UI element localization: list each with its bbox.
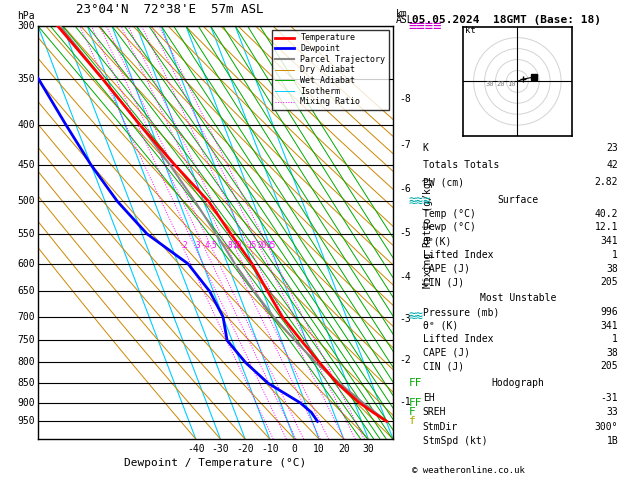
Text: 1B: 1B [606,436,618,446]
Text: 23°04'N  72°38'E  57m ASL: 23°04'N 72°38'E 57m ASL [75,3,264,16]
Text: -6: -6 [399,184,411,194]
Text: Surface: Surface [498,195,539,205]
Text: Lifted Index: Lifted Index [423,334,493,344]
Text: 650: 650 [17,286,35,296]
Text: 4: 4 [204,241,209,250]
Text: 1: 1 [613,250,618,260]
Text: 8: 8 [227,241,231,250]
Text: Dewpoint / Temperature (°C): Dewpoint / Temperature (°C) [125,458,306,469]
Text: 23: 23 [606,143,618,154]
Text: Dewp (°C): Dewp (°C) [423,222,476,232]
Text: Temp (°C): Temp (°C) [423,208,476,219]
Text: 33: 33 [606,407,618,417]
Text: hPa: hPa [17,11,35,21]
Text: km: km [396,9,408,18]
Text: 500: 500 [17,196,35,206]
Text: CAPE (J): CAPE (J) [423,263,470,274]
Text: f: f [409,417,416,426]
Text: PW (cm): PW (cm) [423,177,464,188]
Text: -4: -4 [399,272,411,282]
Text: 30: 30 [362,444,374,454]
Text: ASL: ASL [396,15,414,25]
Text: EH: EH [423,393,435,403]
Text: 996: 996 [601,307,618,317]
Text: 15: 15 [247,241,256,250]
Text: FF: FF [409,378,422,388]
Text: 205: 205 [601,278,618,287]
Text: 10: 10 [508,81,516,87]
Text: Pressure (mb): Pressure (mb) [423,307,499,317]
Text: Totals Totals: Totals Totals [423,160,499,171]
Text: © weatheronline.co.uk: © weatheronline.co.uk [412,466,525,475]
Text: 30: 30 [486,81,494,87]
Text: 2: 2 [183,241,187,250]
Legend: Temperature, Dewpoint, Parcel Trajectory, Dry Adiabat, Wet Adiabat, Isotherm, Mi: Temperature, Dewpoint, Parcel Trajectory… [272,30,389,110]
Text: 341: 341 [601,321,618,330]
Text: 3: 3 [195,241,200,250]
Text: CIN (J): CIN (J) [423,362,464,371]
Text: 341: 341 [601,236,618,246]
Text: 300: 300 [17,21,35,31]
Text: CAPE (J): CAPE (J) [423,348,470,358]
Text: ≋≋≋: ≋≋≋ [409,195,431,208]
Text: ≡≡≡≡: ≡≡≡≡ [409,19,442,33]
Text: Most Unstable: Most Unstable [480,294,557,303]
Text: 800: 800 [17,358,35,367]
Text: 42: 42 [606,160,618,171]
Text: -31: -31 [601,393,618,403]
Text: 20: 20 [338,444,350,454]
Text: -1: -1 [399,397,411,407]
Text: 1: 1 [613,334,618,344]
Text: 2.82: 2.82 [594,177,618,188]
Text: StmSpd (kt): StmSpd (kt) [423,436,487,446]
Text: FF: FF [409,398,422,408]
Text: 25: 25 [266,241,276,250]
Text: Lifted Index: Lifted Index [423,250,493,260]
Text: -30: -30 [211,444,229,454]
Text: 550: 550 [17,229,35,239]
Text: 05.05.2024  18GMT (Base: 18): 05.05.2024 18GMT (Base: 18) [412,15,601,25]
Text: kt: kt [465,26,476,35]
Text: -2: -2 [399,355,411,365]
Text: SREH: SREH [423,407,446,417]
Text: 0: 0 [291,444,298,454]
Text: 400: 400 [17,120,35,130]
Text: 350: 350 [17,74,35,84]
Text: -8: -8 [399,94,411,104]
Text: K: K [423,143,428,154]
Text: -3: -3 [399,314,411,324]
Text: -7: -7 [399,139,411,150]
Text: 40.2: 40.2 [594,208,618,219]
Text: -20: -20 [237,444,254,454]
Text: 950: 950 [17,417,35,426]
Text: -5: -5 [399,228,411,238]
Text: 450: 450 [17,160,35,170]
Text: 20: 20 [258,241,267,250]
Text: F: F [409,407,416,417]
Text: 38: 38 [606,348,618,358]
Text: CIN (J): CIN (J) [423,278,464,287]
Text: 20: 20 [496,81,505,87]
Text: 10: 10 [313,444,325,454]
Text: 700: 700 [17,312,35,322]
Text: 12.1: 12.1 [594,222,618,232]
Text: 750: 750 [17,335,35,346]
Text: Mixing Ratio (g/kg): Mixing Ratio (g/kg) [423,177,433,288]
Text: 38: 38 [606,263,618,274]
Text: 900: 900 [17,398,35,408]
Text: θᵉ (K): θᵉ (K) [423,321,458,330]
Text: 850: 850 [17,378,35,388]
Text: 600: 600 [17,259,35,269]
Text: -10: -10 [261,444,279,454]
Text: 300°: 300° [594,421,618,432]
Text: Hodograph: Hodograph [492,379,545,388]
Text: 10: 10 [233,241,242,250]
Text: 5: 5 [211,241,216,250]
Text: StmDir: StmDir [423,421,458,432]
Text: θᵉ(K): θᵉ(K) [423,236,452,246]
Text: 205: 205 [601,362,618,371]
Text: -40: -40 [187,444,204,454]
Text: ≋≋: ≋≋ [409,310,424,323]
